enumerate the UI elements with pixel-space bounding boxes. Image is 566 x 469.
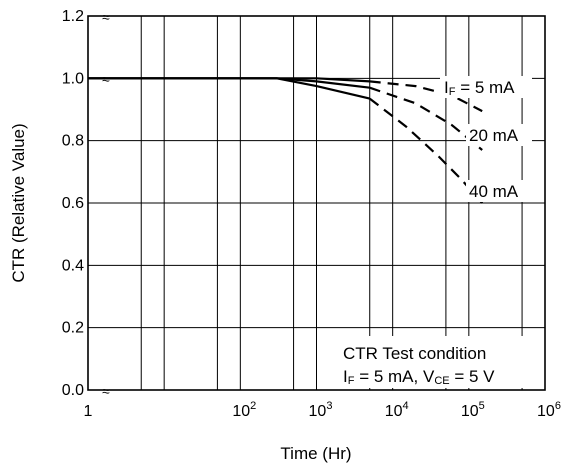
test-condition-values: IF = 5 mA, VCE = 5 V [343, 367, 495, 387]
series-2-solid-line [88, 77, 370, 100]
series-curves [88, 77, 484, 204]
y-tick-label: 1.0 [62, 70, 84, 87]
series-label-background-20ma [466, 124, 532, 146]
test-condition-box [336, 336, 536, 388]
series-label-background-5ma [440, 76, 532, 98]
y-axis-label: CTR (Relative Value) [9, 123, 28, 282]
axis-break-marker-middle: ≈ [102, 71, 110, 87]
x-tick-label: 105 [461, 400, 485, 420]
series-label-background-40ma [466, 180, 532, 202]
x-tick-label: 102 [232, 400, 256, 420]
axis-break-marker-bottom: ≈ [102, 383, 110, 399]
y-tick-label: 0.6 [62, 195, 84, 212]
series-label-20ma: 20 mA [469, 126, 519, 145]
series-label-40ma: 40 mA [469, 182, 519, 201]
x-tick-label: 104 [385, 400, 409, 420]
series-2-dashed-line [369, 97, 484, 204]
x-tick-label: 106 [537, 400, 561, 420]
x-axis-label: Time (Hr) [280, 444, 351, 463]
y-tick-label: 0.0 [62, 382, 84, 399]
series-0-dashed-line [369, 80, 483, 113]
y-tick-label: 1.2 [62, 8, 84, 25]
x-tick-label: 1 [84, 403, 93, 420]
series-label-5ma: IF = 5 mA [444, 78, 515, 98]
plot-frame [87, 15, 546, 391]
axis-break-marker-top: ≈ [102, 9, 110, 25]
y-tick-labels: 0.0 0.2 0.4 0.6 0.8 1.0 1.2 [62, 8, 84, 399]
y-tick-label: 0.2 [62, 320, 84, 337]
x-tick-labels: 1 102 103 104 105 106 [84, 400, 561, 420]
test-condition-title: CTR Test condition [343, 344, 486, 363]
y-tick-label: 0.4 [62, 257, 84, 274]
grid-lines [88, 16, 545, 390]
x-tick-label: 103 [309, 400, 333, 420]
y-tick-label: 0.8 [62, 133, 84, 150]
